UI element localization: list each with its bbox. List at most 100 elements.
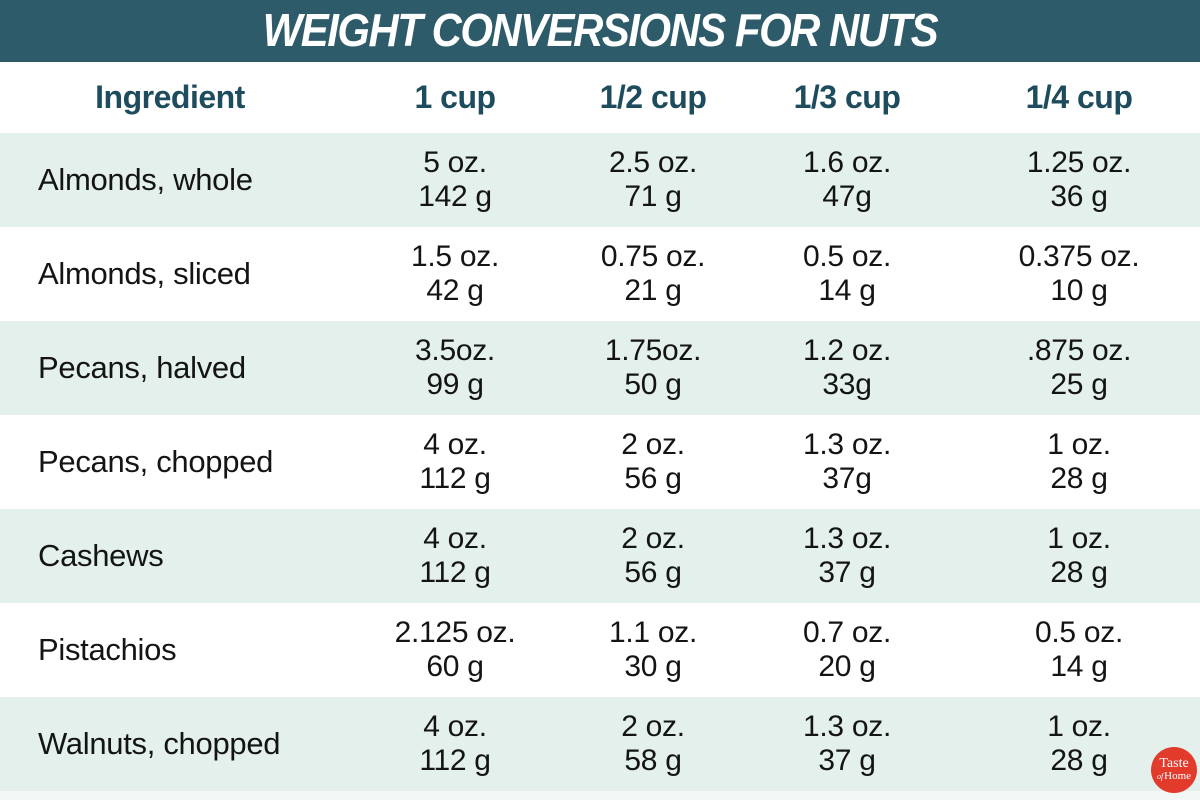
column-header-half-cup: 1/2 cup <box>599 79 707 115</box>
measurement-cell: 1.3 oz. 37 g <box>736 522 958 590</box>
measurement-cell: 2.125 oz. 60 g <box>340 616 570 684</box>
table-row: Walnuts, chopped 4 oz. 112 g 2 oz. 58 g … <box>0 697 1200 791</box>
table-row: Almonds, sliced 1.5 oz. 42 g 0.75 oz. 21… <box>0 227 1200 321</box>
ingredient-name: Pistachios <box>38 632 177 667</box>
table-row: Cashews 4 oz. 112 g 2 oz. 56 g 1.3 oz. 3… <box>0 509 1200 603</box>
table-row: Almonds, whole 5 oz. 142 g 2.5 oz. 71 g … <box>0 133 1200 227</box>
ounces-value: 2 oz. <box>621 428 685 461</box>
ingredient-name: Pecans, halved <box>38 350 246 385</box>
grams-value: 50 g <box>624 368 682 401</box>
ounces-value: 0.375 oz. <box>1018 240 1140 273</box>
grams-value: 42 g <box>426 274 484 307</box>
ounces-value: 1.75oz. <box>604 334 702 367</box>
table-header-row: Ingredient 1 cup 1/2 cup 1/3 cup 1/4 cup <box>0 62 1200 133</box>
grams-value: 30 g <box>624 650 682 683</box>
grams-value: 58 g <box>624 744 682 777</box>
ounces-value: 1 oz. <box>1047 428 1111 461</box>
logo-text-of: of <box>1156 771 1164 781</box>
ounces-value: 1.6 oz. <box>803 146 891 179</box>
column-header-quarter-cup: 1/4 cup <box>1025 79 1133 115</box>
grams-value: 33g <box>822 368 872 401</box>
ingredient-name: Almonds, whole <box>38 162 253 197</box>
measurement-cell: 4 oz. 112 g <box>340 522 570 590</box>
measurement-cell: 3.5oz. 99 g <box>340 334 570 402</box>
measurement-cell: 5 oz. 142 g <box>340 146 570 214</box>
ounces-value: 2 oz. <box>621 522 685 555</box>
ounces-value: .875 oz. <box>1026 334 1132 367</box>
ounces-value: 5 oz. <box>423 146 487 179</box>
ounces-value: 1.3 oz. <box>803 522 891 555</box>
table-body: Almonds, whole 5 oz. 142 g 2.5 oz. 71 g … <box>0 133 1200 791</box>
measurement-cell: 0.375 oz. 10 g <box>958 240 1200 308</box>
measurement-cell: 1.5 oz. 42 g <box>340 240 570 308</box>
logo-text-of-home: ofHome <box>1157 770 1191 783</box>
ounces-value: 2 oz. <box>621 710 685 743</box>
column-header-1-cup: 1 cup <box>414 79 496 115</box>
column-header-third-cup: 1/3 cup <box>793 79 901 115</box>
ounces-value: 0.5 oz. <box>803 240 891 273</box>
measurement-cell: 1.3 oz. 37g <box>736 428 958 496</box>
grams-value: 36 g <box>1050 180 1108 213</box>
ounces-value: 1 oz. <box>1047 710 1111 743</box>
measurement-cell: 0.5 oz. 14 g <box>958 616 1200 684</box>
grams-value: 28 g <box>1050 556 1108 589</box>
ounces-value: 4 oz. <box>423 710 487 743</box>
ounces-value: 1.1 oz. <box>609 616 697 649</box>
ingredient-name: Walnuts, chopped <box>38 726 281 761</box>
ounces-value: 3.5oz. <box>415 334 495 367</box>
measurement-cell: 4 oz. 112 g <box>340 428 570 496</box>
grams-value: 14 g <box>818 274 876 307</box>
ounces-value: 1.3 oz. <box>803 428 891 461</box>
grams-value: 37g <box>822 462 872 495</box>
measurement-cell: .875 oz. 25 g <box>958 334 1200 402</box>
grams-value: 56 g <box>624 462 682 495</box>
measurement-cell: 1.6 oz. 47g <box>736 146 958 214</box>
measurement-cell: 1 oz. 28 g <box>958 428 1200 496</box>
grams-value: 71 g <box>624 180 682 213</box>
table-row: Pecans, halved 3.5oz. 99 g 1.75oz. 50 g … <box>0 321 1200 415</box>
measurement-cell: 2 oz. 58 g <box>570 710 736 778</box>
page-title: WEIGHT CONVERSIONS FOR NUTS <box>262 4 939 57</box>
grams-value: 112 g <box>419 556 491 589</box>
grams-value: 112 g <box>419 462 491 495</box>
ounces-value: 0.75 oz. <box>600 240 706 273</box>
grams-value: 25 g <box>1050 368 1108 401</box>
logo-text-home: Home <box>1164 769 1192 782</box>
ingredient-name: Pecans, chopped <box>38 444 274 479</box>
grams-value: 10 g <box>1050 274 1108 307</box>
column-header-ingredient: Ingredient <box>95 79 245 115</box>
ounces-value: 1.3 oz. <box>803 710 891 743</box>
measurement-cell: 1 oz. 28 g <box>958 522 1200 590</box>
bottom-strip <box>0 791 1200 800</box>
measurement-cell: 4 oz. 112 g <box>340 710 570 778</box>
taste-of-home-logo: Taste ofHome <box>1151 747 1197 793</box>
ounces-value: 1.25 oz. <box>1026 146 1132 179</box>
grams-value: 142 g <box>418 180 492 213</box>
measurement-cell: 0.75 oz. 21 g <box>570 240 736 308</box>
logo-text-taste: Taste <box>1159 755 1189 771</box>
grams-value: 37 g <box>818 744 876 777</box>
ounces-value: 2.125 oz. <box>394 616 516 649</box>
title-bar: WEIGHT CONVERSIONS FOR NUTS <box>0 0 1200 62</box>
grams-value: 60 g <box>426 650 484 683</box>
ounces-value: 1.2 oz. <box>803 334 891 367</box>
grams-value: 14 g <box>1050 650 1108 683</box>
ounces-value: 1 oz. <box>1047 522 1111 555</box>
ounces-value: 0.5 oz. <box>1035 616 1123 649</box>
measurement-cell: 0.5 oz. 14 g <box>736 240 958 308</box>
ingredient-name: Almonds, sliced <box>38 256 251 291</box>
ounces-value: 0.7 oz. <box>803 616 891 649</box>
measurement-cell: 2.5 oz. 71 g <box>570 146 736 214</box>
ounces-value: 4 oz. <box>423 428 487 461</box>
measurement-cell: 1.3 oz. 37 g <box>736 710 958 778</box>
ounces-value: 2.5 oz. <box>609 146 697 179</box>
measurement-cell: 2 oz. 56 g <box>570 522 736 590</box>
grams-value: 37 g <box>818 556 876 589</box>
measurement-cell: 1.1 oz. 30 g <box>570 616 736 684</box>
grams-value: 28 g <box>1050 462 1108 495</box>
grams-value: 21 g <box>624 274 682 307</box>
measurement-cell: 1.2 oz. 33g <box>736 334 958 402</box>
ounces-value: 1.5 oz. <box>411 240 499 273</box>
measurement-cell: 1.75oz. 50 g <box>570 334 736 402</box>
